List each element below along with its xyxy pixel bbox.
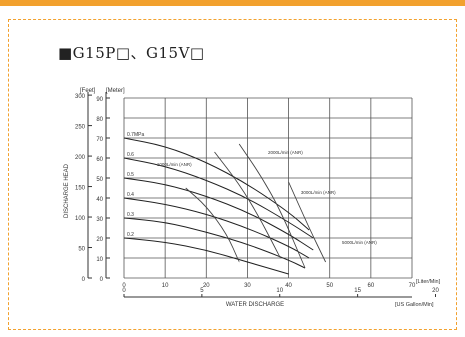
air-consumption-curve xyxy=(214,151,281,259)
feet-tick-label: 0 xyxy=(82,277,86,283)
feet-tick-label: 300 xyxy=(75,94,86,100)
x-unit-primary: [Liter/Min] xyxy=(416,279,441,285)
feet-tick-label: 150 xyxy=(75,186,86,192)
pressure-curve xyxy=(123,197,310,259)
x-tick-label: 20 xyxy=(203,283,210,289)
gallon-tick-label: 15 xyxy=(354,288,361,294)
pump-performance-chart: 0102030405060708090050100150200250300[Fe… xyxy=(64,88,441,308)
pressure-curve xyxy=(123,177,314,251)
y-axis-title: DISCHARGE HEAD xyxy=(64,163,70,218)
feet-unit-label: [Feet] xyxy=(80,88,96,94)
gallon-tick-label: 5 xyxy=(200,288,204,294)
x-unit-secondary: [US Gallon/Min] xyxy=(395,302,434,308)
pressure-curve xyxy=(123,237,289,275)
chart-frame xyxy=(8,19,457,330)
gallon-tick-label: 20 xyxy=(432,288,439,294)
meter-tick-label: 70 xyxy=(96,137,103,143)
pressure-curve-label: 0.6 xyxy=(127,152,134,158)
air-consumption-label: 5000L/min (ANR) xyxy=(342,240,377,245)
meter-tick-label: 0 xyxy=(100,277,104,283)
pressure-curve-label: 0.2 xyxy=(127,232,134,238)
pressure-curve xyxy=(123,137,310,231)
air-consumption-curve xyxy=(288,181,327,263)
feet-tick-label: 200 xyxy=(75,155,86,161)
feet-tick-label: 100 xyxy=(75,216,86,222)
x-tick-label: 10 xyxy=(162,283,169,289)
feet-tick-label: 250 xyxy=(75,125,86,131)
meter-tick-label: 10 xyxy=(96,257,103,263)
x-tick-label: 0 xyxy=(122,283,126,289)
feet-tick-label: 50 xyxy=(78,247,85,253)
pressure-curve-label: 0.3 xyxy=(127,212,134,218)
air-consumption-curve xyxy=(185,187,240,263)
meter-tick-label: 30 xyxy=(96,217,103,223)
meter-tick-label: 40 xyxy=(96,197,103,203)
meter-unit-label: [Meter] xyxy=(106,88,125,94)
pressure-curve-label: 0.4 xyxy=(127,192,134,198)
meter-tick-label: 20 xyxy=(96,237,103,243)
pressure-curve-label: 0.5 xyxy=(127,172,134,178)
gallon-tick-label: 10 xyxy=(276,288,283,294)
x-axis-title: WATER DISCHARGE xyxy=(226,302,284,308)
meter-tick-label: 50 xyxy=(96,177,103,183)
meter-tick-label: 90 xyxy=(96,97,103,103)
pressure-curve xyxy=(123,157,314,239)
x-tick-label: 50 xyxy=(326,283,333,289)
gallon-tick-label: 0 xyxy=(122,288,126,294)
x-tick-label: 40 xyxy=(285,283,292,289)
meter-tick-label: 60 xyxy=(96,157,103,163)
x-tick-label: 30 xyxy=(244,283,251,289)
x-tick-label: 70 xyxy=(409,283,416,289)
air-consumption-curve xyxy=(238,143,306,269)
meter-tick-label: 80 xyxy=(96,117,103,123)
chart-title: ■G15P□、G15V□ xyxy=(58,44,205,62)
pressure-curve-label: 0.7MPa xyxy=(127,132,144,138)
air-consumption-label: 2000L/min (ANR) xyxy=(268,150,303,155)
air-consumption-label: 1000L/min (ANR) xyxy=(157,162,192,167)
air-consumption-label: 3000L/min (ANR) xyxy=(301,190,336,195)
pressure-curve xyxy=(123,217,306,269)
x-tick-label: 60 xyxy=(368,283,375,289)
